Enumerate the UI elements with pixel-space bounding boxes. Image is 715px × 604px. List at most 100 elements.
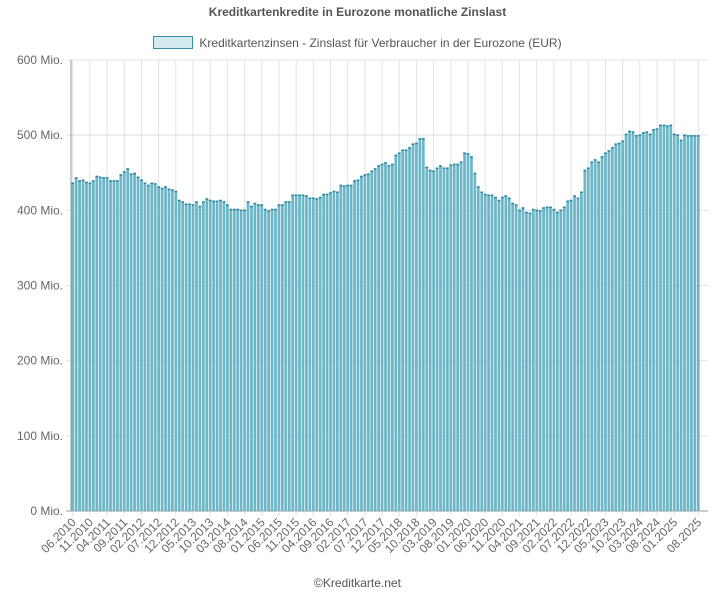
bar-top-border xyxy=(600,156,604,158)
bar-top-border xyxy=(112,180,116,182)
bar-top-border xyxy=(690,135,693,137)
bar xyxy=(294,194,298,511)
bar-top-border xyxy=(74,177,78,179)
bar xyxy=(360,175,363,512)
bar xyxy=(480,191,484,511)
bar-top-border xyxy=(136,176,140,179)
legend-item[interactable]: Kreditkartenzinsen - Zinslast für Verbra… xyxy=(0,36,715,50)
bar-top-border xyxy=(119,174,123,176)
bar xyxy=(487,194,490,511)
bar-top-border xyxy=(573,195,576,197)
bar-top-border xyxy=(122,171,126,173)
bar xyxy=(604,152,607,511)
bar xyxy=(590,161,594,511)
bar xyxy=(446,167,449,511)
bar xyxy=(494,196,497,511)
bar-top-border xyxy=(177,199,181,202)
bar xyxy=(421,138,425,511)
bar-top-border xyxy=(191,204,195,206)
bar-top-border xyxy=(476,186,480,188)
bar-top-border xyxy=(263,208,267,211)
bar xyxy=(370,170,374,511)
bar xyxy=(624,133,628,511)
bar-top-border xyxy=(425,166,429,169)
bar xyxy=(160,187,164,512)
bar-top-border xyxy=(665,125,669,127)
bar xyxy=(366,173,370,512)
bar-top-border xyxy=(281,204,284,206)
bar xyxy=(672,133,676,511)
bar-top-border xyxy=(140,179,143,182)
bar xyxy=(322,193,325,511)
bar xyxy=(683,134,686,512)
bar-top-border xyxy=(566,200,570,203)
bar xyxy=(346,184,350,511)
bar xyxy=(401,149,405,511)
bar-top-border xyxy=(659,124,662,127)
bar-top-border xyxy=(652,129,655,131)
bar xyxy=(442,167,446,511)
bar-top-border xyxy=(325,193,329,196)
bar-top-border xyxy=(518,209,521,212)
bar xyxy=(263,208,267,511)
bar xyxy=(538,210,542,512)
bar-top-border xyxy=(256,204,260,206)
bar xyxy=(373,168,377,512)
bar-top-border xyxy=(109,180,112,182)
bar-top-border xyxy=(483,193,487,196)
bar-top-border xyxy=(452,163,456,166)
bar-top-border xyxy=(415,142,418,145)
bar xyxy=(353,180,356,511)
bar-top-border xyxy=(607,150,611,152)
y-tick-label: 0 Mio. xyxy=(30,504,63,518)
y-tick-label: 300 Mio. xyxy=(17,279,63,293)
bar xyxy=(428,169,432,511)
bar xyxy=(576,197,580,511)
bar xyxy=(690,135,693,511)
bar-top-border xyxy=(232,208,236,211)
bar xyxy=(201,201,205,511)
bar-top-border xyxy=(291,194,295,197)
bar-top-border xyxy=(507,197,511,200)
bar-top-border xyxy=(638,134,642,136)
bar xyxy=(387,165,391,511)
bar xyxy=(470,156,473,512)
bar xyxy=(525,211,528,511)
bar xyxy=(476,186,480,511)
bar xyxy=(676,134,680,512)
bar xyxy=(342,185,346,512)
bar-top-border xyxy=(590,161,594,163)
bar-top-border xyxy=(301,194,305,197)
bar-top-border xyxy=(339,184,343,187)
bar-top-border xyxy=(98,176,102,179)
bar xyxy=(102,177,106,511)
bar-top-border xyxy=(614,143,618,145)
bar xyxy=(226,204,229,511)
bar xyxy=(535,209,539,511)
bar xyxy=(339,184,343,511)
bar-top-border xyxy=(260,204,264,206)
bar-top-border xyxy=(549,206,552,209)
bar-top-border xyxy=(181,201,185,203)
bar xyxy=(555,211,559,511)
bar-top-border xyxy=(459,161,463,163)
bar xyxy=(600,156,604,512)
bar xyxy=(573,195,576,512)
bar xyxy=(146,184,150,511)
bar-top-border xyxy=(356,179,360,182)
bar xyxy=(174,190,178,512)
bar xyxy=(566,200,570,512)
bar xyxy=(500,196,504,511)
bar xyxy=(212,200,216,512)
bar xyxy=(270,208,274,511)
bar-top-border xyxy=(648,133,652,136)
bar-top-border xyxy=(222,201,226,203)
bar xyxy=(559,209,563,511)
bar xyxy=(466,153,470,511)
bar-top-border xyxy=(497,199,501,202)
bar xyxy=(208,199,212,511)
bar xyxy=(277,204,281,511)
bar-top-border xyxy=(655,128,659,130)
bar-top-border xyxy=(116,180,119,182)
